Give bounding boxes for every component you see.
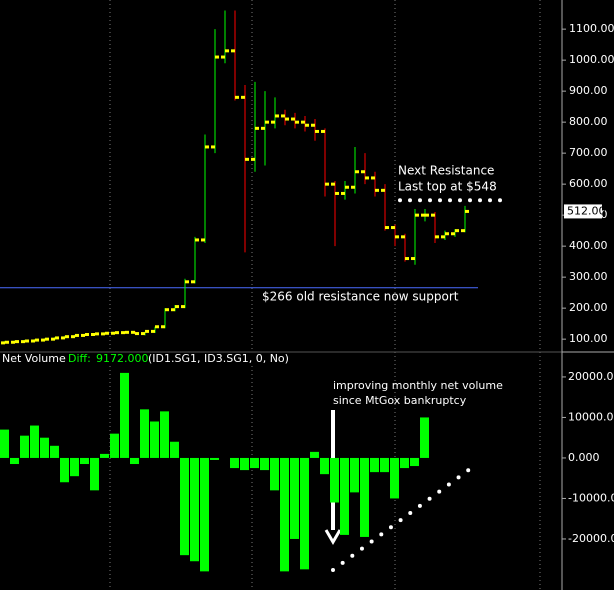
y-tick-label: 900.00 (569, 84, 608, 97)
diff-label: Diff: (68, 352, 91, 365)
y-tick-label: 400.00 (569, 239, 608, 252)
y-tick-label: 1000.00 (569, 53, 614, 66)
annotation: $266 old resistance now support (262, 290, 459, 304)
last-price-label: 512.00 (567, 204, 606, 217)
last-price-box (564, 204, 602, 219)
y-tick-label: 0.000 (568, 451, 600, 464)
y-tick-label: 700.00 (569, 146, 608, 159)
volume-bar (250, 457, 259, 469)
y-tick-label: 1100.00 (569, 22, 614, 35)
volume-bar (420, 417, 429, 458)
volume-bar (370, 457, 379, 473)
volume-bar (120, 372, 129, 458)
volume-bar (260, 457, 269, 471)
y-tick-label: -20000.0 (568, 532, 614, 545)
y-tick-label: 10000.00 (568, 410, 614, 423)
volume-bar (50, 445, 59, 458)
volume-bar (160, 411, 169, 458)
annotation: Next Resistance (398, 164, 494, 178)
volume-bar (20, 435, 29, 458)
volume-bar (330, 457, 339, 503)
volume-bar (290, 457, 299, 539)
volume-bar (230, 457, 239, 469)
volume-bar (180, 457, 189, 556)
y-tick-label: 20000.00 (568, 370, 614, 383)
panel-title: Net Volume (2, 352, 66, 365)
diff-value: 9172.000 (96, 352, 149, 365)
volume-bar (200, 457, 209, 572)
y-tick-label: 200.00 (569, 301, 608, 314)
volume-bar (60, 457, 69, 483)
volume-bar (390, 457, 399, 499)
volume-bar (80, 457, 89, 465)
volume-bar (360, 457, 369, 537)
volume-bar (130, 457, 139, 465)
arrow-head (324, 529, 342, 545)
volume-bar (320, 457, 329, 475)
volume-bar (240, 457, 249, 471)
params: (ID1.SG1, ID3.SG1, 0, No) (148, 352, 289, 365)
volume-bar (140, 409, 149, 458)
volume-bar (300, 457, 309, 570)
volume-bar (150, 421, 159, 458)
volume-bar (90, 457, 99, 491)
volume-bar (350, 457, 359, 493)
y-tick-label: 600.00 (569, 177, 608, 190)
annotation: since MtGox bankruptcy (333, 394, 467, 407)
volume-bar (270, 457, 279, 491)
volume-bar (280, 457, 289, 572)
volume-bar (30, 425, 39, 458)
volume-bar (0, 429, 9, 458)
volume-bar (100, 453, 109, 458)
y-tick-label: -10000.00 (568, 491, 614, 504)
annotation: improving monthly net volume (333, 379, 503, 392)
volume-bar (210, 457, 219, 460)
grid-verticals (109, 0, 541, 590)
volume-bar (380, 457, 389, 473)
volume-bar (10, 457, 19, 465)
y-tick-label: 300.00 (569, 270, 608, 283)
volume-bar (170, 441, 179, 458)
y-tick-label: 100.00 (569, 332, 608, 345)
volume-bar (190, 457, 199, 562)
annotation: Last top at $548 (398, 180, 497, 194)
volume-bar (40, 437, 49, 458)
volume-bar (410, 457, 419, 467)
volume-bar (70, 457, 79, 477)
y-tick-label: 800.00 (569, 115, 608, 128)
volume-bar (310, 451, 319, 458)
volume-bar (340, 457, 349, 535)
volume-bar (400, 457, 409, 469)
volume-bar (110, 433, 119, 458)
